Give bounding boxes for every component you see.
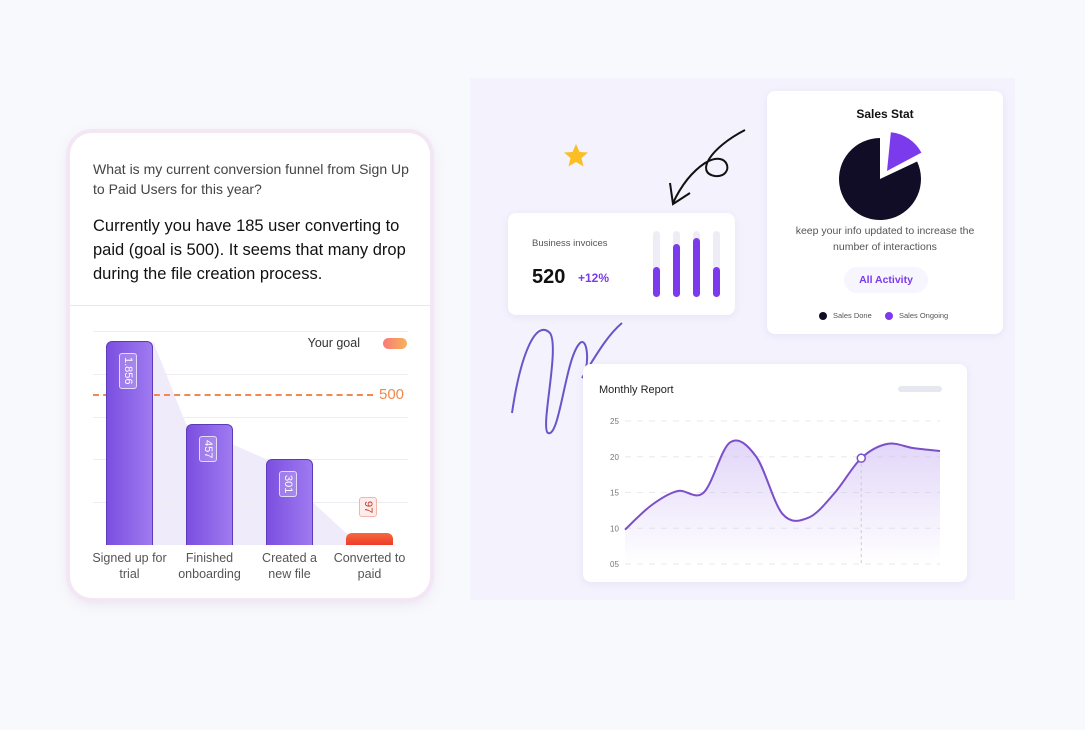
report-filter-placeholder[interactable] xyxy=(898,386,942,392)
goal-legend-swatch xyxy=(383,338,407,349)
bar-value-label: 301 xyxy=(279,471,297,498)
bar-value-label: 1.856 xyxy=(119,353,137,389)
highlight-point xyxy=(856,453,866,463)
star-icon xyxy=(564,144,588,167)
pie-slice-sales-done xyxy=(839,138,921,220)
pie-slice-sales-ongoing xyxy=(887,132,922,171)
monthly-report-card: Monthly Report 25 20 15 10 05 xyxy=(583,364,967,582)
invoice-bar-track xyxy=(693,231,700,297)
business-invoices-card: Business invoices 520 +12% xyxy=(508,213,735,315)
y-tick-label: 20 xyxy=(610,453,619,462)
goal-line xyxy=(93,394,373,396)
category-label: Created a new file xyxy=(262,551,317,581)
user-question: What is my current conversion funnel fro… xyxy=(93,161,409,197)
legend-dot-done xyxy=(819,312,827,320)
all-activity-button[interactable]: All Activity xyxy=(844,267,928,293)
category-label: Signed up for trial xyxy=(92,551,167,581)
dashboard-collage: Business invoices 520 +12% Sales Stat ke… xyxy=(470,78,1015,600)
sales-title: Sales Stat xyxy=(856,107,914,121)
decorations xyxy=(511,129,746,434)
invoice-bars xyxy=(653,231,723,297)
bar-value-label: 457 xyxy=(199,436,217,463)
invoice-bar xyxy=(713,267,720,297)
sales-pie-chart xyxy=(839,132,922,220)
invoice-bar-track xyxy=(673,231,680,297)
invoices-value: 520 xyxy=(532,266,566,288)
bar-value-label: 97 xyxy=(359,497,377,518)
y-tick-label: 10 xyxy=(610,524,619,533)
series-line xyxy=(624,439,941,531)
invoices-change: +12% xyxy=(578,271,610,285)
funnel-bar xyxy=(186,424,233,545)
arrow-head xyxy=(669,182,691,206)
area-fill xyxy=(625,440,940,564)
gridline xyxy=(93,374,408,375)
report-title: Monthly Report xyxy=(599,384,674,396)
invoice-bar xyxy=(673,244,680,297)
y-tick-label: 15 xyxy=(610,489,619,498)
funnel-bar xyxy=(106,341,153,545)
invoice-bar-track xyxy=(713,231,720,297)
y-tick-label: 25 xyxy=(610,417,619,426)
divider xyxy=(70,305,430,306)
y-tick-label: 05 xyxy=(610,560,619,569)
arrow-doodle xyxy=(672,129,746,204)
funnel-bar xyxy=(266,459,313,545)
legend-dot-ongoing xyxy=(885,312,893,320)
funnel-chart: Your goal 500 1.856 Signed up for trial 45… xyxy=(70,133,430,598)
gridline xyxy=(93,417,408,418)
sales-stat-card: Sales Stat keep your info updated to inc… xyxy=(767,91,1003,334)
monthly-line-chart: 25 20 15 10 05 xyxy=(610,417,941,569)
category-label: Finished onboarding xyxy=(178,551,241,581)
invoice-bar xyxy=(653,267,660,297)
invoice-bar xyxy=(693,237,700,297)
sales-text: keep your info updated to increase the n… xyxy=(795,225,975,253)
invoice-bar-track xyxy=(653,231,660,297)
gridline xyxy=(93,331,408,332)
invoices-label: Business invoices xyxy=(532,238,608,249)
goal-value: 500 xyxy=(379,386,405,403)
assistant-answer: Currently you have 185 user converting t… xyxy=(93,217,406,283)
legend-label: Your goal xyxy=(307,336,360,350)
gridline xyxy=(93,502,408,503)
legend-sales-done: Sales Done xyxy=(833,311,872,320)
legend-sales-ongoing: Sales Ongoing xyxy=(899,311,949,320)
category-label: Converted to paid xyxy=(333,551,406,581)
gridline xyxy=(93,459,408,460)
scribble-doodle xyxy=(511,322,623,434)
funnel-card: What is my current conversion funnel fro… xyxy=(70,133,430,598)
funnel-bar xyxy=(346,533,393,545)
